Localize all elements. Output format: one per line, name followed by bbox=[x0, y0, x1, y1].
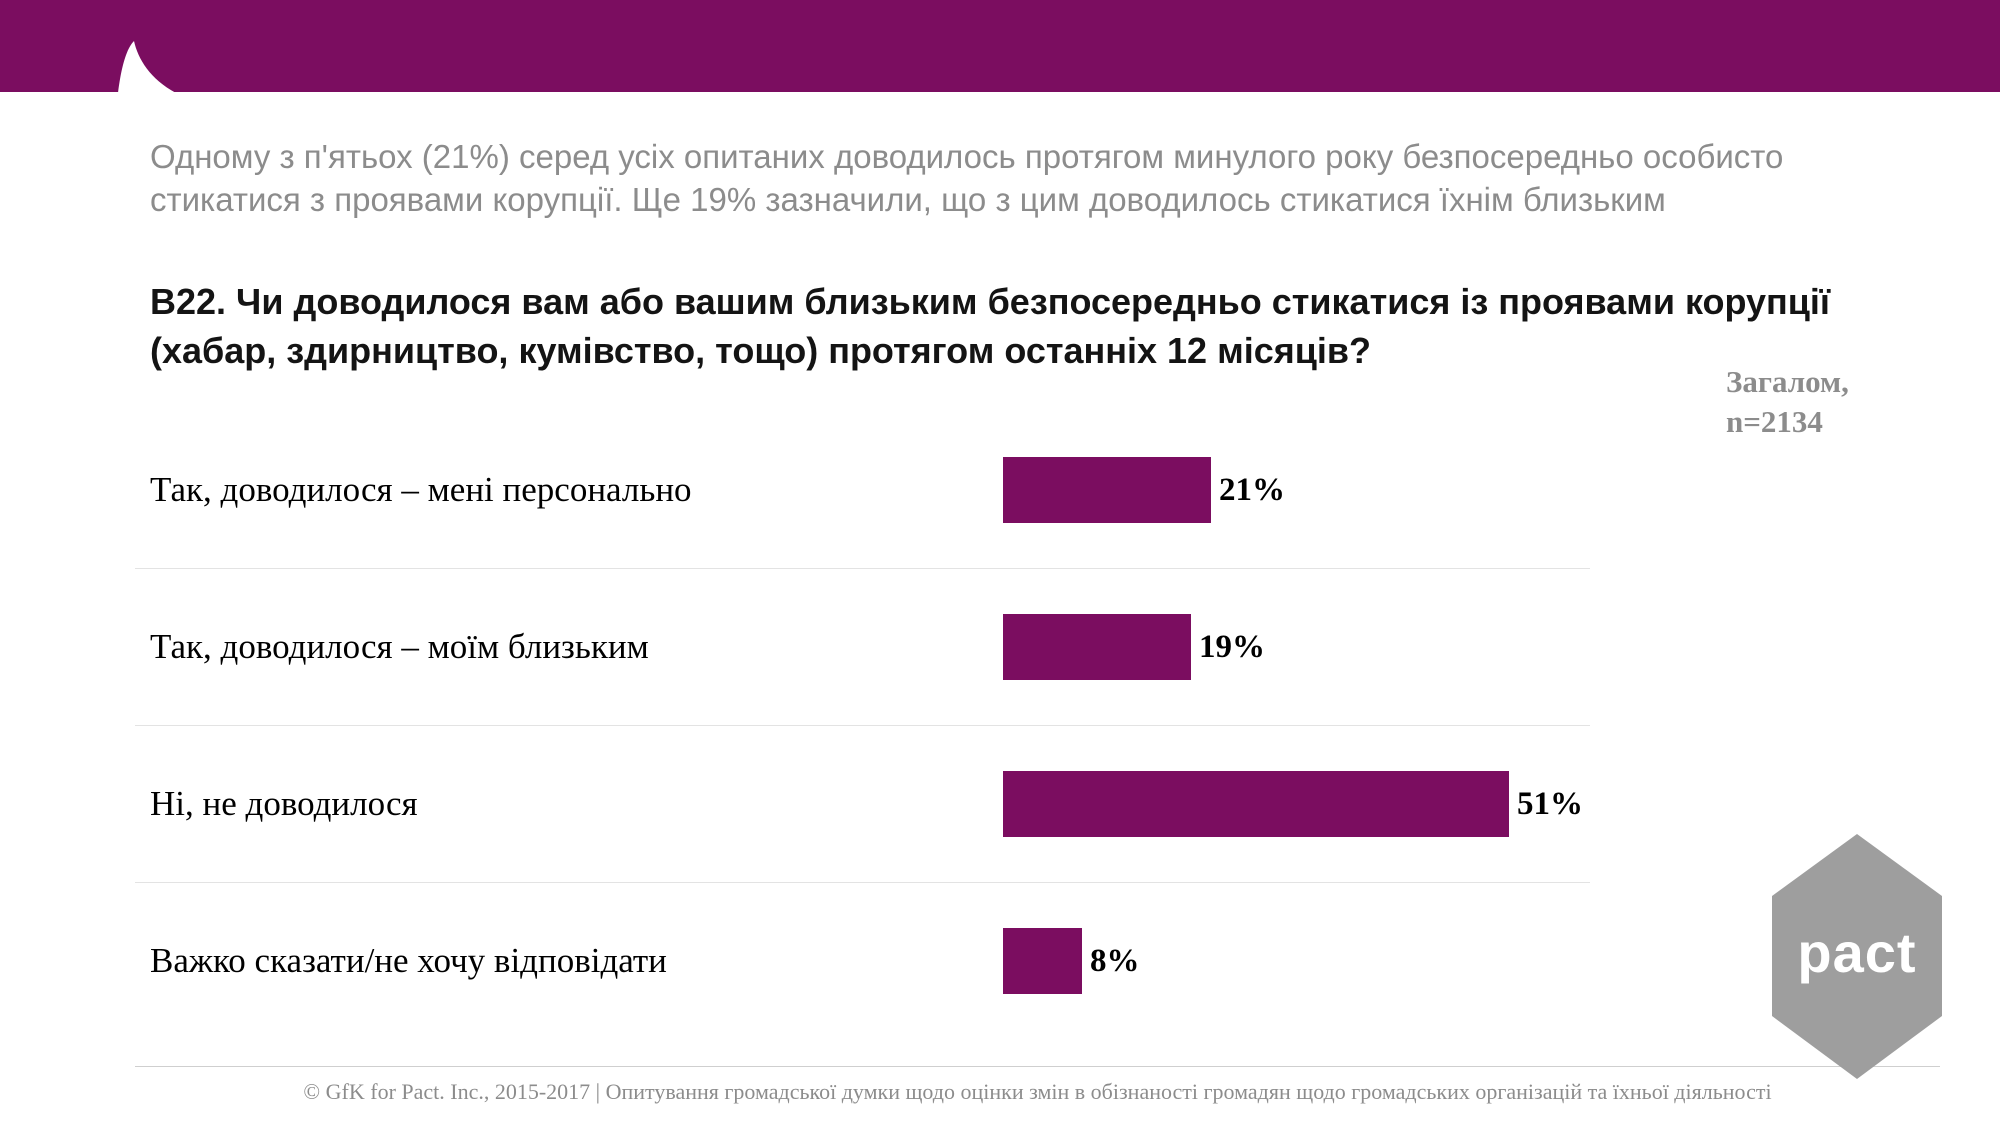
bar-area: 19% bbox=[1003, 614, 1265, 680]
sample-note-line2: n=2134 bbox=[1726, 404, 1823, 440]
value-label: 51% bbox=[1517, 785, 1583, 822]
chart-row: Ні, не доводилося 51% bbox=[135, 725, 1590, 882]
bar-area: 8% bbox=[1003, 928, 1140, 994]
footer-credit: © GfK for Pact. Inc., 2015-2017 | Опитув… bbox=[135, 1066, 1940, 1105]
chart-row: Так, доводилося – мені персонально 21% bbox=[135, 412, 1590, 568]
bar bbox=[1003, 457, 1211, 523]
bar-chart: Так, доводилося – мені персонально 21% Т… bbox=[135, 412, 1590, 1039]
header-band bbox=[0, 0, 2000, 93]
chart-row: Важко сказати/не хочу відповідати 8% bbox=[135, 882, 1590, 1039]
chart-row: Так, доводилося – моїм близьким 19% bbox=[135, 568, 1590, 725]
pact-logo-text: pact bbox=[1797, 921, 1916, 984]
category-label: Важко сказати/не хочу відповідати bbox=[150, 941, 667, 980]
bar-area: 51% bbox=[1003, 771, 1583, 837]
value-label: 8% bbox=[1090, 942, 1140, 979]
slide-subtitle: Одному з п'ятьох (21%) серед усіх опитан… bbox=[150, 138, 1784, 218]
category-label: Так, доводилося – моїм близьким bbox=[150, 627, 649, 666]
question-title: В22. Чи доводилося вам або вашим близьки… bbox=[150, 281, 1831, 371]
pact-logo: pact bbox=[1772, 834, 1942, 1079]
sample-note-line1: Загалом, bbox=[1726, 364, 1849, 399]
sample-size-note: Загалом, n=2134 bbox=[1726, 362, 1849, 443]
bar bbox=[1003, 928, 1082, 994]
pact-logo-shape bbox=[1772, 834, 1942, 1079]
category-label: Так, доводилося – мені персонально bbox=[150, 470, 692, 509]
category-label: Ні, не доводилося bbox=[150, 784, 418, 823]
header-notch-decoration bbox=[118, 41, 176, 93]
bar-area: 21% bbox=[1003, 457, 1285, 523]
value-label: 19% bbox=[1199, 628, 1265, 665]
value-label: 21% bbox=[1219, 471, 1285, 508]
bar bbox=[1003, 771, 1509, 837]
bar bbox=[1003, 614, 1191, 680]
